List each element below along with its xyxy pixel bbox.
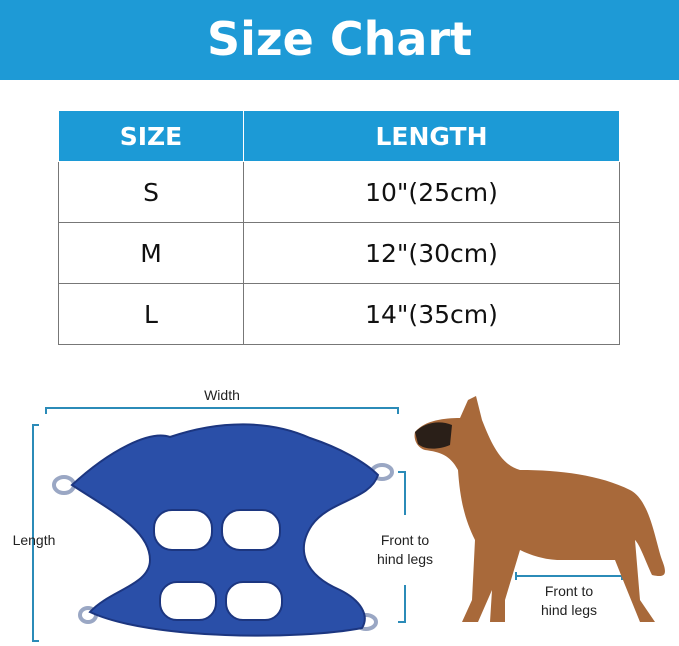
cell-size: L xyxy=(58,283,244,345)
width-label: Width xyxy=(204,387,240,403)
dimension-lines xyxy=(32,407,623,642)
harness-image xyxy=(52,423,394,637)
page-title: Size Chart xyxy=(0,0,679,80)
cell-length: 14"(35cm) xyxy=(243,283,620,345)
table-row: S 10"(25cm) xyxy=(58,161,620,223)
table-row: L 14"(35cm) xyxy=(58,283,620,345)
table-header: SIZE LENGTH xyxy=(58,110,620,162)
dog-front-hind-label: Front to hind legs xyxy=(540,583,598,618)
length-line xyxy=(32,424,39,642)
width-line xyxy=(45,407,399,414)
dog-front-hind-line xyxy=(515,572,623,580)
dog-image xyxy=(414,396,665,622)
cell-size: S xyxy=(58,161,244,223)
header-size: SIZE xyxy=(58,110,244,162)
harness-front-hind-line xyxy=(398,471,406,623)
size-table: SIZE LENGTH S 10"(25cm) M 12"(30cm) L 14… xyxy=(58,110,620,345)
header-length: LENGTH xyxy=(243,110,620,162)
harness-front-hind-label: Front to hind legs xyxy=(376,532,434,567)
length-label: Length xyxy=(12,532,56,548)
